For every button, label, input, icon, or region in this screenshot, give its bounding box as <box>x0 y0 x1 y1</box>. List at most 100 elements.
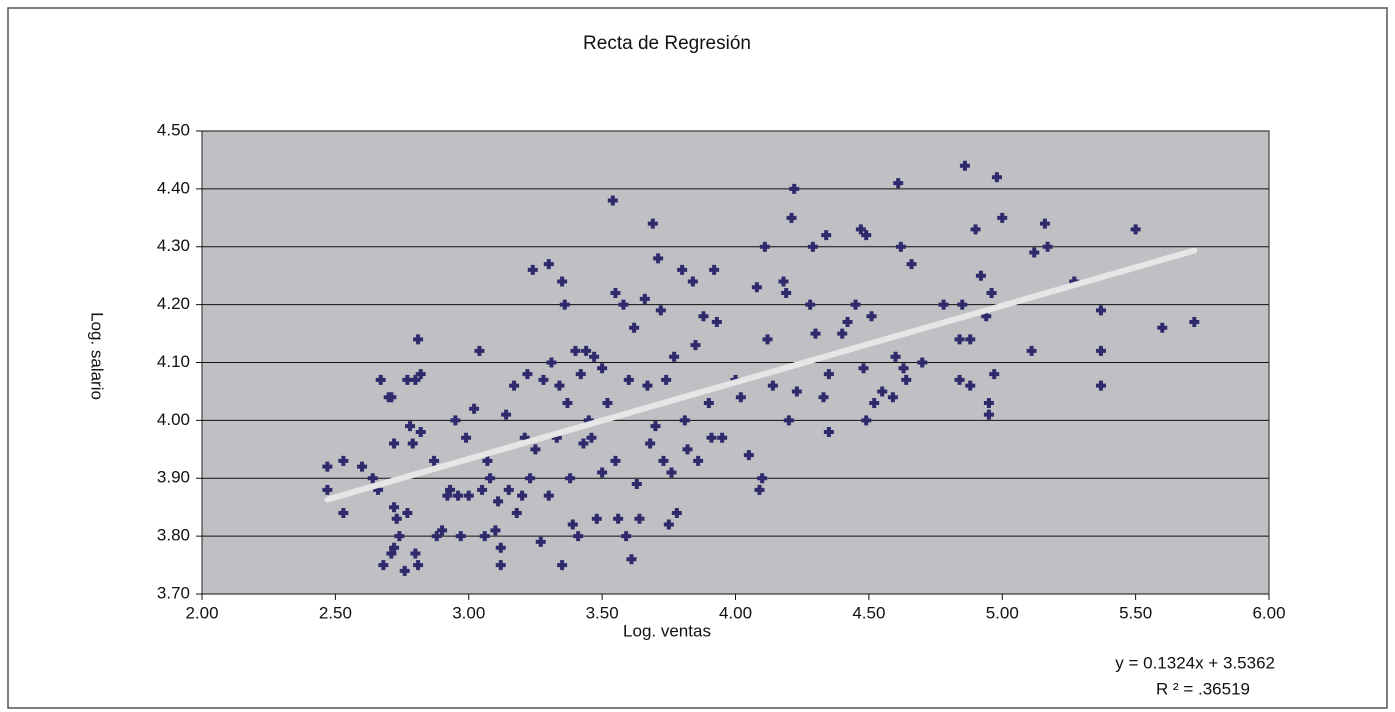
data-point <box>623 374 634 385</box>
data-point <box>1130 224 1141 235</box>
x-tick-label: 4.50 <box>852 603 885 622</box>
data-point <box>570 345 581 356</box>
y-axis-label: Log. salario <box>88 312 107 400</box>
data-point <box>493 496 504 507</box>
trend-line <box>324 247 1198 503</box>
data-point <box>391 513 402 524</box>
data-point <box>477 484 488 495</box>
data-point <box>786 212 797 223</box>
data-point <box>621 531 632 542</box>
data-point <box>679 415 690 426</box>
y-tick-label: 4.00 <box>157 410 190 429</box>
data-point <box>535 536 546 547</box>
data-point <box>399 565 410 576</box>
data-point <box>509 380 520 391</box>
y-tick-label: 3.70 <box>157 583 190 602</box>
data-point <box>431 531 442 542</box>
data-point <box>986 288 997 299</box>
x-tick-label: 2.50 <box>319 603 352 622</box>
data-point <box>767 380 778 391</box>
data-point <box>1095 305 1106 316</box>
data-point <box>511 507 522 518</box>
data-point <box>461 432 472 443</box>
data-point <box>410 374 421 385</box>
data-point <box>554 380 565 391</box>
data-point <box>842 316 853 327</box>
data-point <box>389 438 400 449</box>
data-point <box>586 432 597 443</box>
data-point <box>1029 247 1040 258</box>
data-point <box>378 560 389 571</box>
x-tick-label: 3.00 <box>452 603 485 622</box>
data-point <box>938 299 949 310</box>
data-point <box>890 351 901 362</box>
data-point <box>357 461 368 472</box>
data-point <box>1039 218 1050 229</box>
trend-r-squared: R ² = .36519 <box>1156 679 1250 698</box>
data-point <box>989 369 1000 380</box>
data-point <box>527 264 538 275</box>
x-tick-label: 5.50 <box>1119 603 1152 622</box>
data-point <box>413 560 424 571</box>
data-point <box>442 490 453 501</box>
data-point <box>581 345 592 356</box>
data-point <box>538 374 549 385</box>
data-point <box>522 369 533 380</box>
data-point <box>965 380 976 391</box>
data-point <box>818 392 829 403</box>
data-point <box>661 374 672 385</box>
data-point <box>322 484 333 495</box>
data-point <box>407 438 418 449</box>
data-point <box>629 322 640 333</box>
data-point <box>975 270 986 281</box>
data-point <box>634 513 645 524</box>
data-point <box>663 519 674 530</box>
x-tick-label: 3.50 <box>586 603 619 622</box>
y-tick-label: 4.40 <box>157 178 190 197</box>
data-point <box>375 374 386 385</box>
data-point <box>469 403 480 414</box>
data-point <box>653 253 664 264</box>
data-point <box>743 450 754 461</box>
data-point <box>735 392 746 403</box>
data-point <box>754 484 765 495</box>
chart-title: Recta de Regresión <box>583 33 751 54</box>
data-point <box>717 432 728 443</box>
data-point <box>618 299 629 310</box>
data-point <box>607 195 618 206</box>
data-point <box>589 351 600 362</box>
data-point <box>997 212 1008 223</box>
data-point <box>810 328 821 339</box>
data-point <box>597 467 608 478</box>
y-tick-label: 4.20 <box>157 294 190 313</box>
data-point <box>823 369 834 380</box>
x-tick-label: 4.00 <box>719 603 752 622</box>
data-point <box>671 507 682 518</box>
data-point <box>650 421 661 432</box>
data-point <box>445 484 456 495</box>
data-point <box>631 479 642 490</box>
x-tick-label: 6.00 <box>1252 603 1285 622</box>
data-point <box>610 288 621 299</box>
data-point <box>557 276 568 287</box>
data-point <box>557 560 568 571</box>
data-point <box>781 288 792 299</box>
data-point <box>495 560 506 571</box>
data-point <box>647 218 658 229</box>
data-point <box>1026 345 1037 356</box>
data-point <box>543 259 554 270</box>
data-point <box>759 241 770 252</box>
y-tick-label: 4.30 <box>157 236 190 255</box>
data-point <box>1095 380 1106 391</box>
data-point <box>578 438 589 449</box>
data-point <box>613 513 624 524</box>
data-point <box>906 259 917 270</box>
data-point <box>565 473 576 484</box>
data-point <box>837 328 848 339</box>
data-point <box>783 415 794 426</box>
data-point <box>610 455 621 466</box>
data-point <box>666 467 677 478</box>
data-point <box>901 374 912 385</box>
data-point <box>405 421 416 432</box>
